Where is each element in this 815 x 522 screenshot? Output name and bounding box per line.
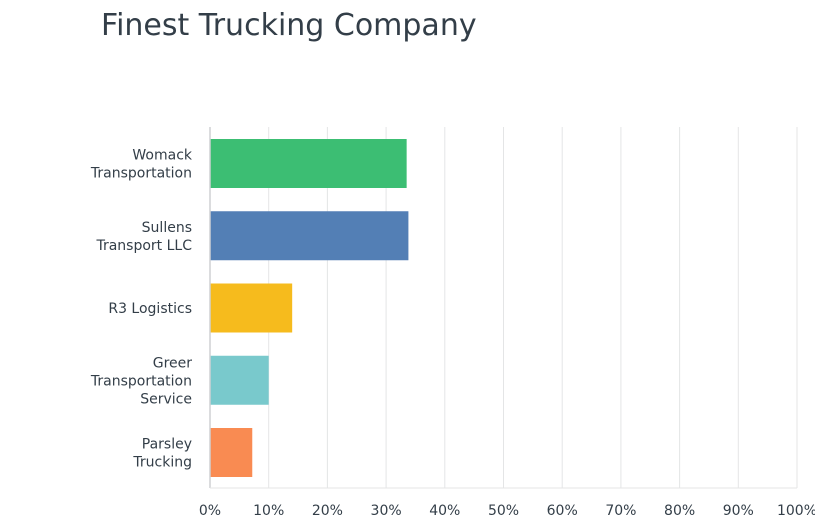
x-tick-label: 60% <box>547 503 578 519</box>
x-tick-label: 10% <box>253 503 284 519</box>
x-tick-label: 70% <box>605 503 636 519</box>
category-label: Parsley Trucking <box>132 437 192 471</box>
x-tick-label: 20% <box>312 503 343 519</box>
category-label: Sullens Transport LLC <box>95 220 192 254</box>
axis-layer <box>209 127 797 489</box>
bars-layer <box>210 139 409 477</box>
chart-title: Finest Trucking Company <box>101 8 477 43</box>
x-tick-label: 30% <box>371 503 402 519</box>
bar[interactable] <box>210 355 269 405</box>
category-label: Greer Transportation Service <box>90 355 192 407</box>
x-tick-label: 90% <box>723 503 754 519</box>
bar[interactable] <box>210 211 409 261</box>
category-label: Womack Transportation <box>90 148 193 182</box>
bar[interactable] <box>210 428 253 477</box>
bar[interactable] <box>210 283 293 333</box>
x-tick-label: 40% <box>429 503 460 519</box>
x-tick-label: 50% <box>488 503 519 519</box>
category-label: R3 Logistics <box>108 301 192 317</box>
bar[interactable] <box>210 139 407 188</box>
x-tick-label: 0% <box>199 503 221 519</box>
x-tick-label: 80% <box>664 503 695 519</box>
x-tick-label: 100% <box>777 503 815 519</box>
labels-layer: 0% 10% 20% 30% 40% 50% 60% 70% 80% 90% 100% Womack T… <box>90 148 815 520</box>
